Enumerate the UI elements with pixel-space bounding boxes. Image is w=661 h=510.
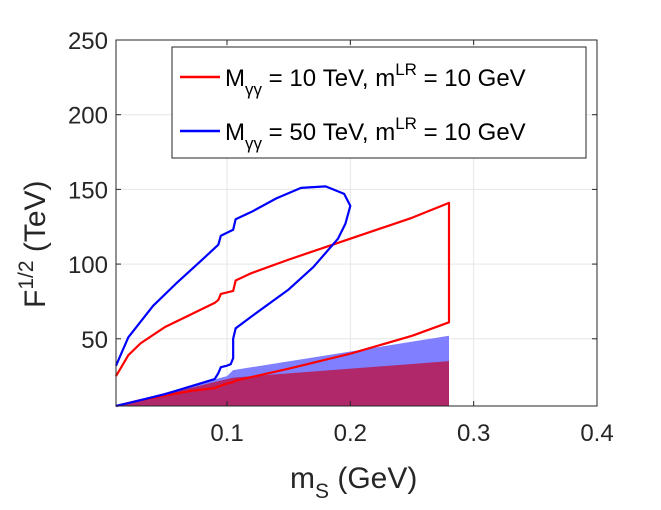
x-axis-label-subscript: S [315,480,329,503]
axis-ticks: 0.1 0.2 0.3 0.4 50 100 150 200 250 [68,28,614,447]
y-tick-label: 200 [68,103,108,130]
shaded-region-1 [116,361,449,406]
plot-frame [115,39,598,407]
x-tick-label: 0.3 [457,420,490,447]
y-axis-label: F1/2 (TeV) [15,180,52,308]
y-tick-label: 250 [68,28,108,55]
series-line-0 [115,201,451,408]
y-tick-label: 150 [68,177,108,204]
legend-entry-blue: Mγγ = 50 TeV, mLR = 10 GeV [225,114,526,153]
x-tick-label: 0.2 [334,420,367,447]
x-tick-label: 0.4 [580,420,613,447]
x-axis-label: mS (GeV) [290,462,417,503]
x-tick-label: 0.1 [210,420,243,447]
y-axis-label-superscript: 1/2 [15,260,38,289]
legend: Mγγ = 10 TeV, mLR = 10 GeV Mγγ = 50 TeV,… [171,46,587,159]
legend-entry-red: Mγγ = 10 TeV, mLR = 10 GeV [225,60,526,99]
legend-box [171,46,587,159]
y-tick-label: 100 [68,252,108,279]
series-lines [114,185,451,408]
y-tick-label: 50 [81,327,108,354]
series-line-1 [114,185,352,408]
